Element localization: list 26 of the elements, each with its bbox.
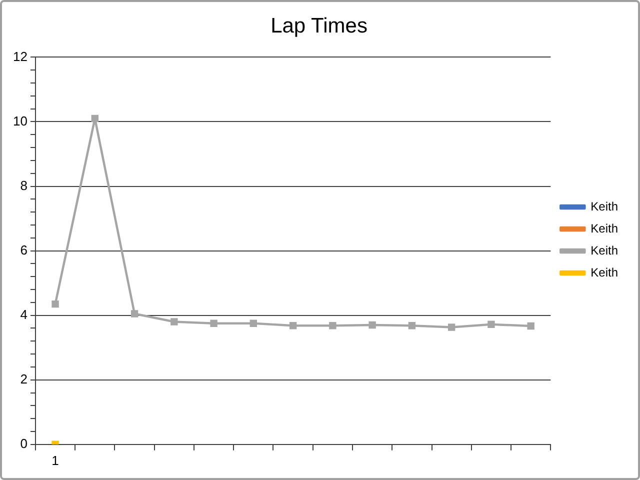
legend-label: Keith <box>590 199 618 214</box>
y-tick-label: 2 <box>20 371 28 386</box>
point <box>488 320 495 328</box>
point <box>210 320 218 327</box>
y-tick-label: 8 <box>20 178 28 193</box>
point <box>250 320 258 327</box>
y-tick-label: 6 <box>20 242 28 258</box>
legend-label: Keith <box>590 243 618 258</box>
point <box>91 114 99 122</box>
point <box>289 322 297 330</box>
legend-label: Keith <box>590 221 618 236</box>
y-tick-label: 0 <box>20 436 28 451</box>
y-tick-label: 12 <box>12 48 28 64</box>
point <box>368 321 376 329</box>
y-tick-label: 10 <box>12 113 28 128</box>
chart-title: Lap Times <box>270 14 368 38</box>
legend-label: Keith <box>590 265 618 280</box>
point <box>52 300 59 308</box>
point <box>329 322 336 330</box>
y-tick-label: 4 <box>20 306 28 322</box>
point <box>448 324 456 331</box>
point <box>408 322 416 330</box>
point <box>170 318 178 326</box>
point <box>527 322 534 330</box>
x-tick-label: 1 <box>52 452 59 468</box>
point <box>130 310 138 318</box>
